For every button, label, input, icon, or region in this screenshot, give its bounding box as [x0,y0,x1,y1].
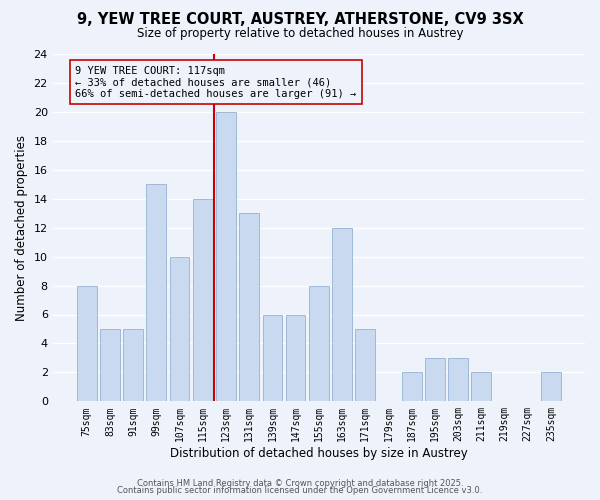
Bar [402,372,422,402]
Bar [123,329,143,402]
Bar [309,286,329,402]
Bar [239,213,259,402]
Text: Contains HM Land Registry data © Crown copyright and database right 2025.: Contains HM Land Registry data © Crown c… [137,478,463,488]
Text: 9 YEW TREE COURT: 117sqm
← 33% of detached houses are smaller (46)
66% of semi-d: 9 YEW TREE COURT: 117sqm ← 33% of detach… [75,66,356,99]
Bar [146,184,166,402]
Bar [170,256,190,402]
X-axis label: Distribution of detached houses by size in Austrey: Distribution of detached houses by size … [170,447,468,460]
Bar [216,112,236,402]
Bar [286,314,305,402]
Bar [100,329,120,402]
Text: Contains public sector information licensed under the Open Government Licence v3: Contains public sector information licen… [118,486,482,495]
Bar [448,358,468,402]
Bar [332,228,352,402]
Bar [425,358,445,402]
Text: 9, YEW TREE COURT, AUSTREY, ATHERSTONE, CV9 3SX: 9, YEW TREE COURT, AUSTREY, ATHERSTONE, … [77,12,523,28]
Bar [541,372,561,402]
Bar [263,314,282,402]
Y-axis label: Number of detached properties: Number of detached properties [15,134,28,320]
Bar [472,372,491,402]
Bar [77,286,97,402]
Bar [355,329,375,402]
Text: Size of property relative to detached houses in Austrey: Size of property relative to detached ho… [137,28,463,40]
Bar [193,198,212,402]
